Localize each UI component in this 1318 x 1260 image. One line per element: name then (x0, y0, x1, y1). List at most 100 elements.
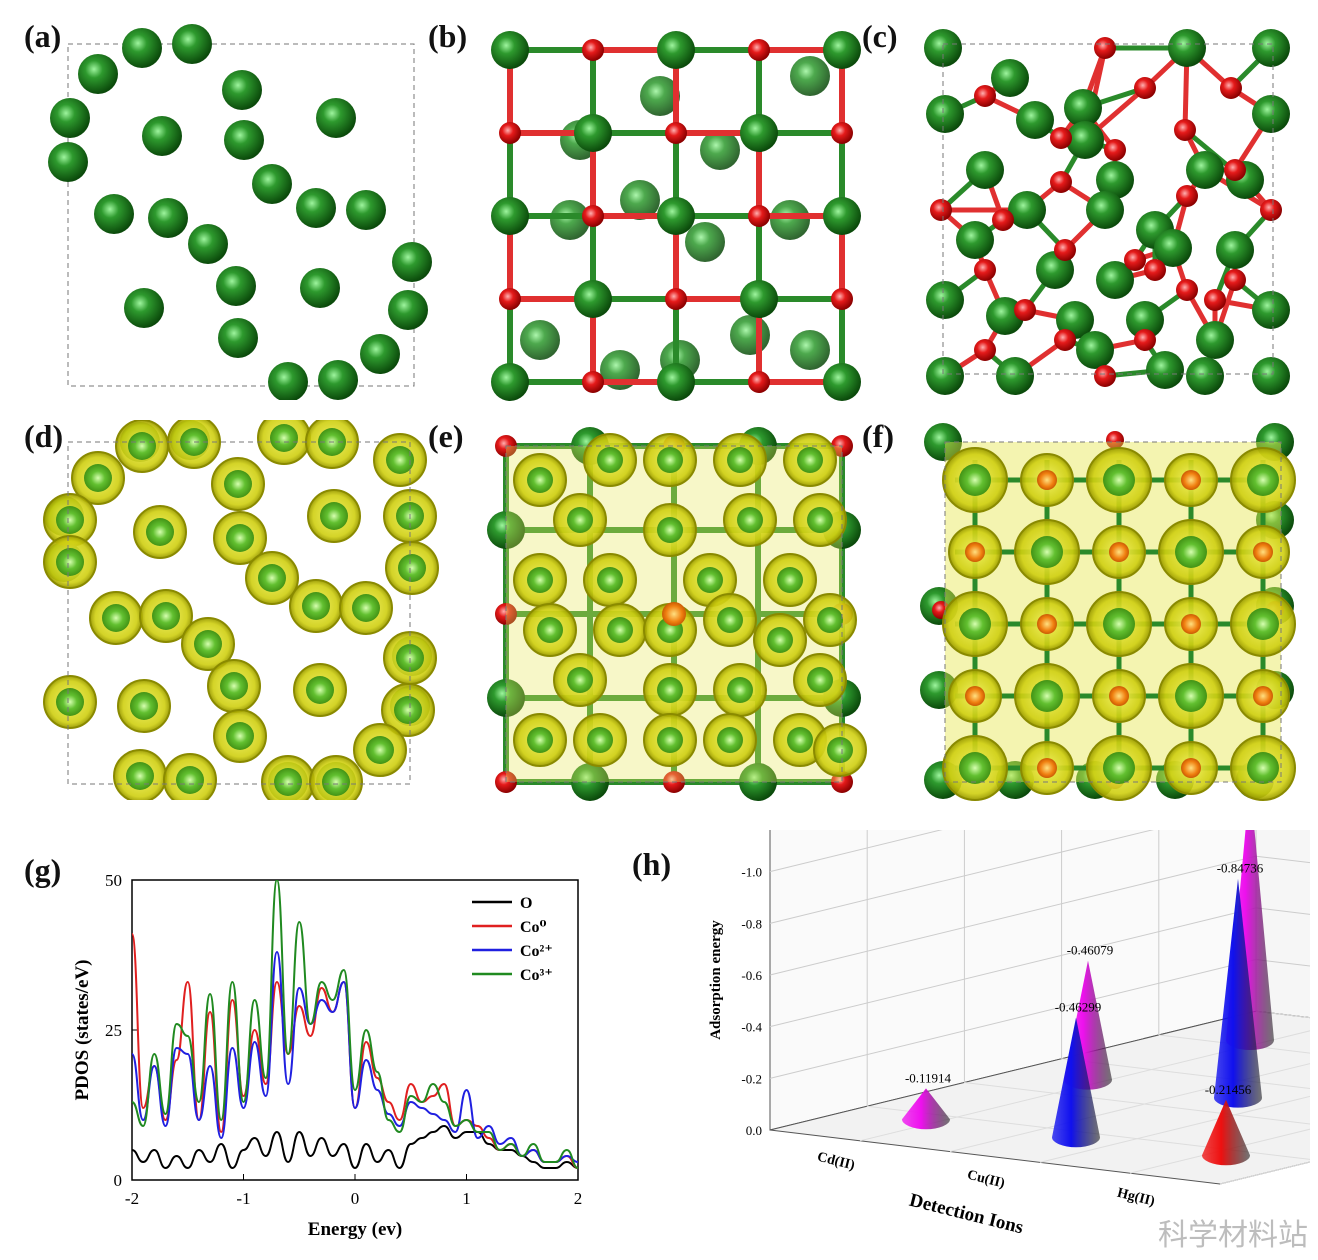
co-atom-back (790, 56, 830, 96)
co-core (567, 507, 593, 533)
co-atom (991, 59, 1029, 97)
data-label: -0.11914 (905, 1070, 952, 1085)
o-atom (1014, 299, 1036, 321)
o-atom (499, 122, 521, 144)
structure-c (924, 29, 1290, 395)
cone-bar (1202, 1099, 1250, 1166)
o-atom (1144, 259, 1166, 281)
co-atom (926, 281, 964, 319)
co-atom (740, 114, 778, 152)
o-atom (1176, 279, 1198, 301)
co-core (56, 548, 84, 576)
x-tick-label: 2 (574, 1189, 583, 1208)
co-core (657, 677, 683, 703)
o-atom (1134, 329, 1156, 351)
gridline (949, 1063, 1310, 1153)
co-core (597, 447, 623, 473)
y-tick-label: 50 (105, 871, 122, 890)
o-atom (748, 39, 770, 61)
o-atom (1220, 77, 1242, 99)
co-core (527, 567, 553, 593)
co-core (102, 604, 130, 632)
co-core (959, 752, 991, 784)
z-tick-label: 0.0 (746, 1123, 762, 1138)
co-core (727, 677, 753, 703)
co-core (567, 667, 593, 693)
co-atom (1096, 161, 1134, 199)
o-core (1253, 542, 1273, 562)
o-atom (1176, 185, 1198, 207)
o-core (1037, 470, 1057, 490)
z-tick-label: -0.4 (741, 1020, 762, 1035)
pdos-chart: -2 -1 0 1 2 0 25 50 Energy (ev) PDOS (states/eV) O… (72, 871, 583, 1240)
co-core (398, 554, 426, 582)
o-atom (495, 603, 517, 625)
o-atom (1174, 119, 1196, 141)
co-atom (996, 357, 1034, 395)
co-atom (657, 197, 695, 235)
y-axis-label: PDOS (states/eV) (72, 960, 93, 1101)
o-atom (499, 288, 521, 310)
o-atom (582, 39, 604, 61)
o-atom (1106, 431, 1124, 449)
gridline (1061, 1058, 1310, 1090)
co-core (827, 737, 853, 763)
co-core (959, 464, 991, 496)
co-core (657, 727, 683, 753)
data-label: -0.46299 (1055, 1000, 1102, 1015)
co-atom (574, 114, 612, 152)
co-core (1247, 608, 1279, 640)
co-atom (1008, 191, 1046, 229)
co-core (386, 446, 414, 474)
co-core (152, 602, 180, 630)
x-tick-label: Cd(II) (816, 1150, 857, 1174)
o-atom (1050, 171, 1072, 193)
co-core (322, 768, 350, 796)
co-core (128, 432, 156, 460)
co-core (176, 766, 204, 794)
x-tick-label: -1 (236, 1189, 250, 1208)
panel-label-h: (h) (632, 846, 672, 882)
co-core (787, 727, 813, 753)
co-atom (823, 31, 861, 69)
co-core (352, 594, 380, 622)
co-core (737, 507, 763, 533)
panel-label-d: (d) (24, 418, 64, 454)
co-core (130, 692, 158, 720)
legend: O Co⁰ Co²⁺ Co³⁺ (472, 895, 553, 984)
o-core (1181, 758, 1201, 778)
o-core (1181, 614, 1201, 634)
structure-b (491, 31, 861, 401)
o-atom (582, 205, 604, 227)
co-atom (823, 197, 861, 235)
o-atom (992, 209, 1014, 231)
co-core (320, 502, 348, 530)
co-atom (740, 280, 778, 318)
co-core (597, 567, 623, 593)
co-atom (1016, 101, 1054, 139)
z-tick-label: -1.0 (741, 865, 762, 880)
co-core (306, 676, 334, 704)
co-atom (1168, 29, 1206, 67)
co-core (394, 696, 422, 724)
co-core (727, 447, 753, 473)
co-atoms (48, 24, 432, 400)
gridline (964, 1081, 1310, 1125)
co-atom-back (550, 200, 590, 240)
o-atom (582, 371, 604, 393)
co-core (258, 564, 286, 592)
co-atom (1252, 95, 1290, 133)
gridline (769, 855, 1257, 976)
z-tick-label: -0.6 (741, 968, 762, 983)
z-tick-label: -0.2 (741, 1071, 762, 1086)
panel-label-f: (f) (862, 418, 894, 454)
panel-label-c: (c) (862, 18, 898, 54)
o-atom (748, 371, 770, 393)
gridline (769, 830, 1154, 924)
co-atom-back (790, 330, 830, 370)
cone-bar (902, 1088, 950, 1130)
co-atom (574, 280, 612, 318)
gridline (769, 830, 943, 873)
atoms (491, 31, 861, 401)
co-core (697, 567, 723, 593)
